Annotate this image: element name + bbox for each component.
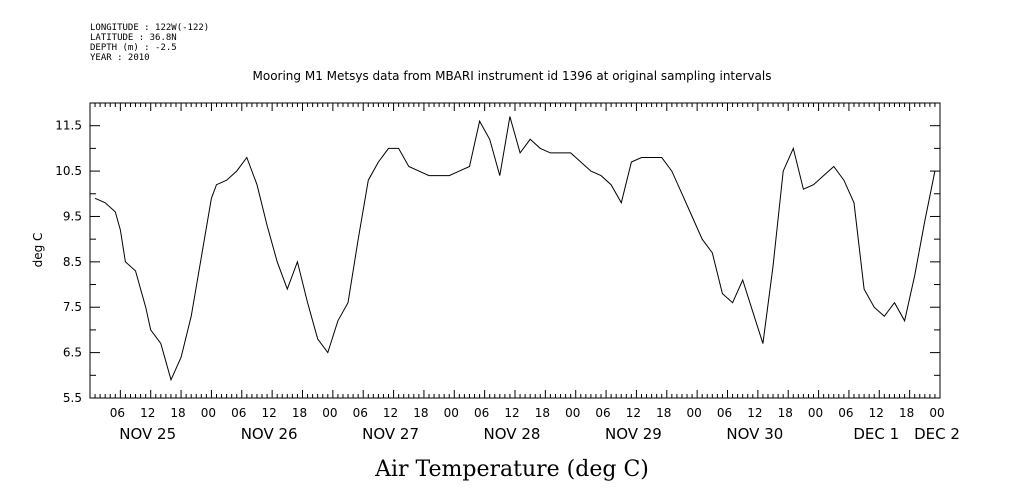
x-axis: 06 12 18 00 06 12 18 00 06 12 18 00 06 12 18 00 06 12 18 00… bbox=[89, 103, 960, 443]
meta-latitude: LATITUDE : 36.8N bbox=[90, 33, 177, 43]
x-hour-label: 12 bbox=[140, 406, 155, 420]
plot-frame bbox=[89, 102, 941, 399]
x-hour-label: 06 bbox=[717, 406, 732, 420]
y-tick-label: 5.5 bbox=[63, 391, 82, 405]
y-tick-label: 10.5 bbox=[55, 164, 82, 178]
x-hour-label: 18 bbox=[292, 406, 307, 420]
x-date-label: NOV 25 bbox=[119, 425, 176, 443]
series-air-temperature bbox=[94, 116, 936, 382]
x-hour-label: 06 bbox=[231, 406, 246, 420]
x-hour-label: 00 bbox=[929, 406, 944, 420]
x-hour-label: 18 bbox=[535, 406, 550, 420]
x-date-label: NOV 26 bbox=[241, 425, 298, 443]
x-date-label: DEC 2 bbox=[914, 425, 960, 443]
x-hour-label: 18 bbox=[899, 406, 914, 420]
x-hour-label: 06 bbox=[353, 406, 368, 420]
x-hour-label: 12 bbox=[504, 406, 519, 420]
y-tick-label: 6.5 bbox=[63, 346, 82, 360]
x-date-label: DEC 1 bbox=[853, 425, 899, 443]
y-axis-label: deg C bbox=[31, 233, 45, 268]
x-hour-label: 12 bbox=[383, 406, 398, 420]
y-axis: 5.5 6.5 7.5 8.5 9.5 10.5 11.5 bbox=[55, 102, 940, 405]
y-tick-label: 8.5 bbox=[63, 255, 82, 269]
y-tick-label: 11.5 bbox=[55, 119, 82, 133]
x-date-label: NOV 29 bbox=[605, 425, 662, 443]
x-hour-label: 00 bbox=[444, 406, 459, 420]
x-hour-label: 18 bbox=[413, 406, 428, 420]
x-hour-label: 06 bbox=[110, 406, 125, 420]
meta-depth: DEPTH (m) : -2.5 bbox=[90, 43, 177, 53]
x-hour-label: 00 bbox=[201, 406, 216, 420]
chart-title: Mooring M1 Metsys data from MBARI instru… bbox=[253, 69, 772, 83]
x-hour-label: 06 bbox=[474, 406, 489, 420]
y-tick-label: 9.5 bbox=[63, 209, 82, 223]
x-hour-label: 18 bbox=[170, 406, 185, 420]
x-hour-label: 06 bbox=[838, 406, 853, 420]
x-hour-label: 12 bbox=[747, 406, 762, 420]
x-hour-label: 00 bbox=[808, 406, 823, 420]
x-date-label: NOV 27 bbox=[362, 425, 419, 443]
meta-block: LONGITUDE : 122W(-122) LATITUDE : 36.8N … bbox=[90, 23, 209, 63]
x-hour-label: 00 bbox=[687, 406, 702, 420]
x-hour-label: 12 bbox=[869, 406, 884, 420]
x-date-label: NOV 28 bbox=[484, 425, 541, 443]
x-hour-label: 12 bbox=[626, 406, 641, 420]
x-hour-label: 12 bbox=[262, 406, 277, 420]
y-tick-label: 7.5 bbox=[63, 300, 82, 314]
meta-longitude: LONGITUDE : 122W(-122) bbox=[90, 23, 209, 33]
x-axis-label: Air Temperature (deg C) bbox=[374, 457, 649, 482]
x-hour-label: 00 bbox=[322, 406, 337, 420]
x-hour-label: 00 bbox=[565, 406, 580, 420]
x-hour-label: 18 bbox=[656, 406, 671, 420]
x-hour-label: 06 bbox=[595, 406, 610, 420]
meta-year: YEAR : 2010 bbox=[90, 53, 150, 63]
x-hour-label: 18 bbox=[778, 406, 793, 420]
x-date-label: NOV 30 bbox=[726, 425, 783, 443]
